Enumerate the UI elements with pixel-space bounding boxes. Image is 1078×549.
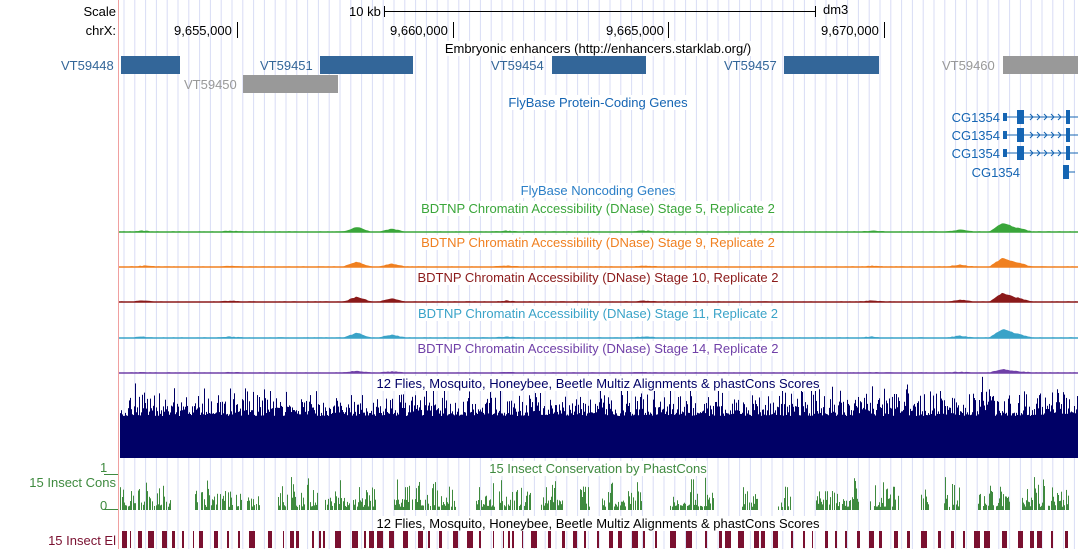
ruler-position-3: 9,665,000 xyxy=(606,23,664,38)
track-title-dnase-stage-5: BDTNP Chromatin Accessibility (DNase) St… xyxy=(421,201,775,216)
conservation-wiggle xyxy=(104,474,1069,510)
gene-strand-arrow xyxy=(1036,131,1041,139)
track-title-protein-coding-genes: FlyBase Protein-Coding Genes xyxy=(508,95,688,110)
enhancer-block-vt59457 xyxy=(784,56,879,74)
enhancer-label-vt59451[interactable]: VT59451 xyxy=(260,58,313,73)
gene-exon xyxy=(1066,146,1070,160)
gene-strand-arrow xyxy=(1050,113,1055,121)
dnase-track-1 xyxy=(119,223,1078,233)
track-title-dnase-stage-10: BDTNP Chromatin Accessibility (DNase) St… xyxy=(417,270,779,285)
track-title-multiz: 12 Flies, Mosquito, Honeybee, Beetle Mul… xyxy=(376,376,820,391)
enhancer-block-vt59454 xyxy=(552,56,646,74)
gene-strand-arrow xyxy=(1036,149,1041,157)
track-title-dnase-stage-11: BDTNP Chromatin Accessibility (DNase) St… xyxy=(417,306,779,321)
conserved-elements xyxy=(122,531,1068,548)
gene-strand-arrow xyxy=(1050,131,1055,139)
enhancer-block-vt59448 xyxy=(121,56,180,74)
gene-strand-arrow xyxy=(1043,149,1048,157)
gene-strand-arrow xyxy=(1057,131,1062,139)
track-title-insect-cons: 15 Insect Conservation by PhastCons xyxy=(489,461,707,476)
chrom-label: chrX: xyxy=(85,23,116,38)
gene-exon xyxy=(1003,131,1007,139)
assembly-label: dm3 xyxy=(823,2,849,17)
gene-exon xyxy=(1066,110,1070,124)
enhancer-label-vt59448[interactable]: VT59448 xyxy=(61,58,114,73)
side-label-insect-cons[interactable]: 15 Insect Cons xyxy=(29,475,116,490)
gene-label-cg1354-2[interactable]: CG1354 xyxy=(951,128,1000,143)
gene-exon xyxy=(1003,149,1007,157)
gene-exon xyxy=(1063,165,1069,179)
gene-label-cg1354-1[interactable]: CG1354 xyxy=(951,110,1000,125)
enhancer-block-vt59460 xyxy=(1003,56,1078,74)
dnase-track-5 xyxy=(119,368,1078,374)
gene-strand-arrow xyxy=(1057,149,1062,157)
gene-exon xyxy=(1017,128,1024,142)
track-title-conserved-elements: 12 Flies, Mosquito, Honeybee, Beetle Mul… xyxy=(376,516,820,531)
gene-exon xyxy=(1017,110,1024,124)
enhancer-label-vt59460[interactable]: VT59460 xyxy=(942,58,995,73)
gene-strand-arrow xyxy=(1050,149,1055,157)
track-title-dnase-stage-9: BDTNP Chromatin Accessibility (DNase) St… xyxy=(421,235,775,250)
gene-strand-arrow xyxy=(1029,149,1034,157)
scale-label: Scale xyxy=(83,4,116,19)
ruler-position-4: 9,670,000 xyxy=(821,23,879,38)
ruler-position-2: 9,660,000 xyxy=(390,23,448,38)
gene-strand-arrow xyxy=(1043,113,1048,121)
enhancer-label-vt59450[interactable]: VT59450 xyxy=(184,77,237,92)
enhancer-block-vt59451 xyxy=(320,56,413,74)
scale-bar-label: 10 kb xyxy=(349,4,381,19)
gene-label-cg1354-3[interactable]: CG1354 xyxy=(951,146,1000,161)
gene-strand-arrow xyxy=(1043,131,1048,139)
gene-strand-arrow xyxy=(1029,113,1034,121)
multiz-wiggle xyxy=(120,376,1078,458)
gene-label-cg1354-4[interactable]: CG1354 xyxy=(971,165,1020,180)
dnase-track-2 xyxy=(119,257,1078,268)
ruler-position-1: 9,655,000 xyxy=(174,23,232,38)
cons-axis-max: 1 xyxy=(100,460,108,475)
dnase-track-4 xyxy=(119,329,1078,339)
enhancer-block-vt59450 xyxy=(243,75,338,93)
gene-exon xyxy=(1003,113,1007,121)
enhancer-label-vt59454[interactable]: VT59454 xyxy=(491,58,544,73)
track-title-noncoding-genes: FlyBase Noncoding Genes xyxy=(520,183,676,198)
dnase-track-3 xyxy=(119,292,1078,303)
track-title-enhancers: Embryonic enhancers (http://enhancers.st… xyxy=(444,41,752,56)
gene-exon xyxy=(1066,128,1070,142)
cons-axis-min: 0 xyxy=(100,498,108,513)
gene-exon xyxy=(1017,146,1024,160)
side-label-insect-elements[interactable]: 15 Insect El xyxy=(48,533,116,548)
gene-strand-arrow xyxy=(1057,113,1062,121)
gene-strand-arrow xyxy=(1036,113,1041,121)
enhancer-label-vt59457[interactable]: VT59457 xyxy=(724,58,777,73)
track-title-dnase-stage-14: BDTNP Chromatin Accessibility (DNase) St… xyxy=(417,341,779,356)
gene-strand-arrow xyxy=(1029,131,1034,139)
